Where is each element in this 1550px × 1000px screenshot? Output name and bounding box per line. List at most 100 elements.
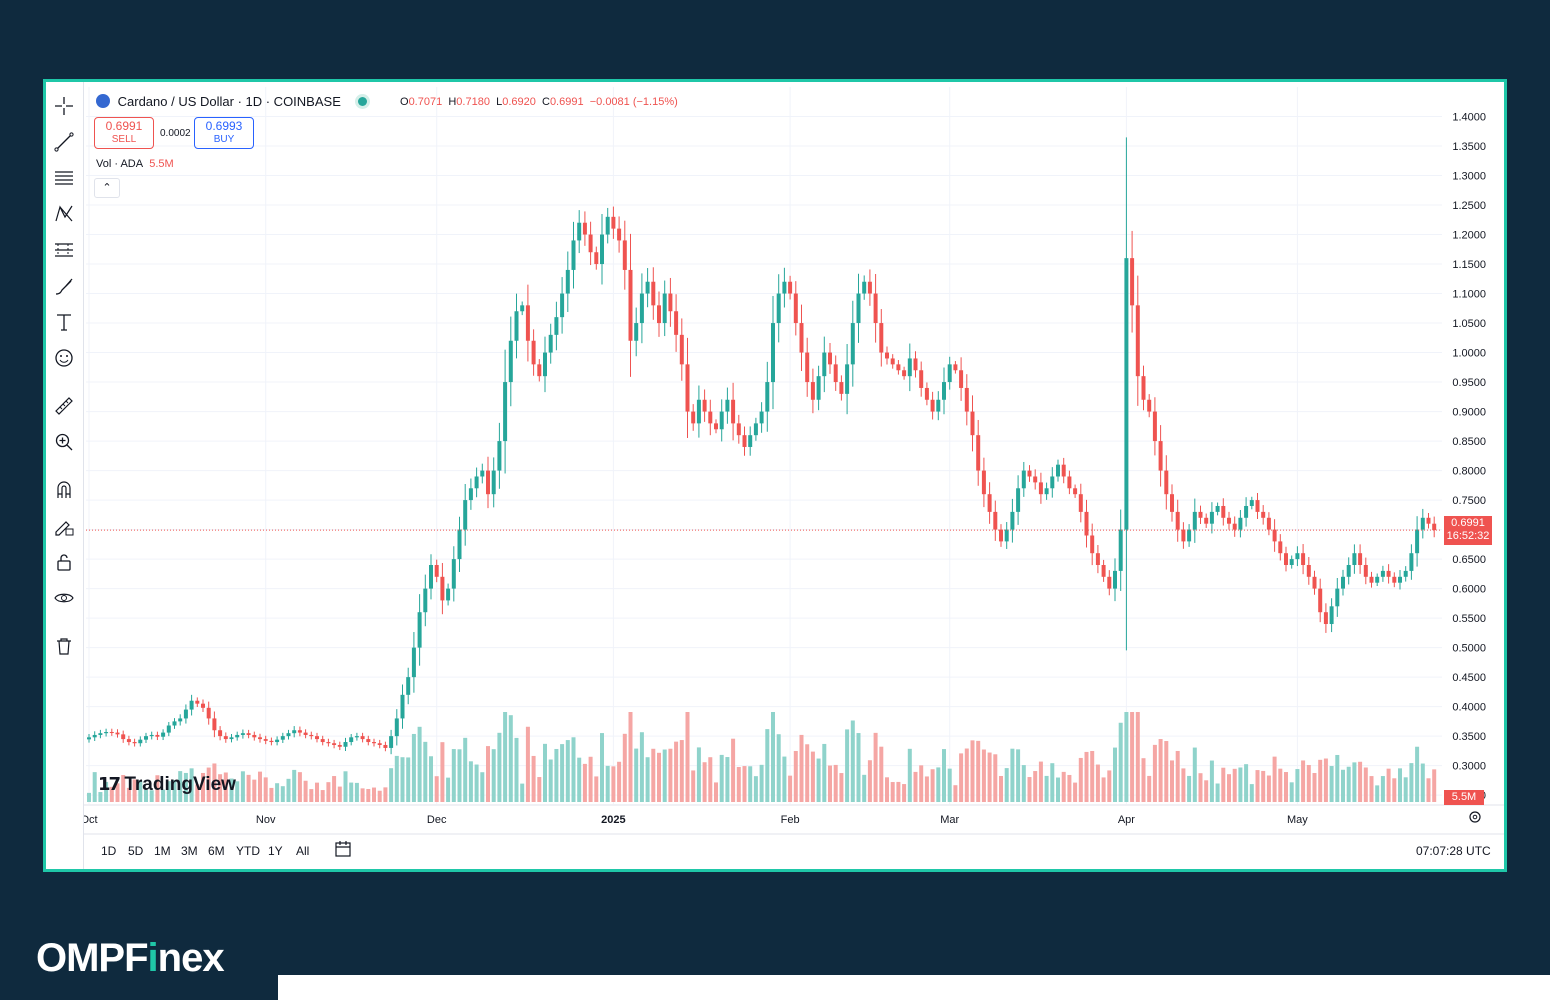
volume-bar xyxy=(1255,770,1260,802)
candle-body xyxy=(639,293,644,324)
candle-body xyxy=(1033,476,1038,483)
emoji-icon[interactable] xyxy=(50,344,78,372)
brush-icon[interactable] xyxy=(50,272,78,300)
volume-bar xyxy=(1101,777,1106,802)
volume-bar xyxy=(195,784,200,802)
timeframe-5d[interactable]: 5D xyxy=(128,844,144,858)
volume-bar xyxy=(639,732,644,802)
volume-bar xyxy=(936,767,941,802)
zoom-in-icon[interactable] xyxy=(50,428,78,456)
candle-body xyxy=(748,435,753,447)
volume-bar xyxy=(799,734,804,802)
eye-icon[interactable] xyxy=(50,584,78,612)
volume-bar xyxy=(1375,785,1380,802)
sell-button[interactable]: 0.6991 SELL xyxy=(94,117,154,149)
candle-body xyxy=(451,559,456,589)
candle-body xyxy=(1198,511,1203,518)
candle-body xyxy=(1016,488,1021,512)
volume-bar xyxy=(1209,760,1214,802)
candle-body xyxy=(862,281,867,294)
candle-body xyxy=(816,376,821,400)
volume-bar xyxy=(839,773,844,802)
candle-body xyxy=(206,707,211,719)
candle-body xyxy=(788,281,793,294)
candle-body xyxy=(822,352,827,377)
volume-bar xyxy=(206,767,211,802)
trend-line-icon[interactable] xyxy=(50,128,78,156)
volume-bar xyxy=(1113,747,1117,802)
symbol-header[interactable]: Cardano / US Dollar · 1D · COINBASE xyxy=(96,94,368,109)
volume-bar xyxy=(520,783,525,802)
y-tick-label: 1.4000 xyxy=(1452,112,1486,124)
text-icon[interactable] xyxy=(50,308,78,336)
candle-body xyxy=(1295,553,1300,560)
volume-bar xyxy=(1187,775,1192,802)
date-range-icon[interactable] xyxy=(333,839,353,859)
candle-body xyxy=(463,500,468,530)
y-tick-label: 0.3000 xyxy=(1452,761,1486,773)
volume-bar xyxy=(657,752,661,802)
volume-bar xyxy=(326,782,331,802)
volume-bar xyxy=(1090,750,1095,802)
volume-bar xyxy=(172,779,177,802)
lock-icon[interactable] xyxy=(50,548,78,576)
candle-body xyxy=(959,370,964,388)
candle-body xyxy=(503,382,508,442)
timeframe-1m[interactable]: 1M xyxy=(154,844,171,858)
fib-icon[interactable] xyxy=(50,164,78,192)
candle-body xyxy=(98,733,103,735)
volume-bar xyxy=(1284,772,1288,802)
candle-body xyxy=(1078,494,1083,512)
price-chart[interactable]: 1.4000 1.3500 1.3000 1.2500 1.2000 1.1500 1.10… xyxy=(46,82,1504,869)
volume-bar xyxy=(1335,754,1340,802)
timeframe-1d[interactable]: 1D xyxy=(101,844,117,858)
volume-bar xyxy=(554,748,559,802)
volume-bar xyxy=(457,749,462,802)
candle-body xyxy=(531,340,536,365)
lock-draw-icon[interactable] xyxy=(50,512,78,540)
volume-bar xyxy=(999,775,1003,802)
volume-bar xyxy=(258,771,262,802)
candle-body xyxy=(537,364,542,377)
magnet-icon[interactable] xyxy=(50,476,78,504)
timeframe-all[interactable]: All xyxy=(296,844,310,858)
utc-clock[interactable]: 07:07:28 UTC xyxy=(1416,844,1491,858)
x-tick-label: 2025 xyxy=(601,814,625,826)
candle-body xyxy=(708,411,713,424)
collapse-legend-button[interactable]: ⌃ xyxy=(94,178,120,198)
crosshair-icon[interactable] xyxy=(50,92,78,120)
candle-body xyxy=(582,222,587,235)
candle-body xyxy=(839,382,844,394)
timeframe-6m[interactable]: 6M xyxy=(208,844,225,858)
volume-price-tag: 5.5M xyxy=(1444,790,1484,805)
candle-body xyxy=(457,529,462,560)
trash-icon[interactable] xyxy=(50,632,78,660)
volume-bar xyxy=(377,790,382,802)
volume-bar xyxy=(1278,768,1283,802)
volume-bar xyxy=(1323,758,1328,802)
candle-body xyxy=(115,732,120,735)
volume-bar xyxy=(240,771,245,802)
ruler-icon[interactable] xyxy=(50,392,78,420)
candle-body xyxy=(1044,488,1049,495)
volume-bar xyxy=(126,787,131,802)
settings-gear-icon[interactable] xyxy=(1468,810,1482,824)
candle-body xyxy=(981,470,986,495)
pattern-icon[interactable] xyxy=(50,200,78,228)
candle-body xyxy=(423,588,428,613)
volume-bar xyxy=(902,784,907,802)
timeframe-3m[interactable]: 3M xyxy=(181,844,198,858)
projection-icon[interactable] xyxy=(50,236,78,264)
candle-body xyxy=(201,703,205,708)
candle-body xyxy=(446,588,451,601)
timeframe-1y[interactable]: 1Y xyxy=(268,844,283,858)
candle-body xyxy=(1244,505,1249,518)
y-tick-label: 0.6500 xyxy=(1452,554,1486,566)
volume-bar xyxy=(1078,757,1083,802)
y-tick-label: 1.1500 xyxy=(1452,259,1486,271)
timeframe-ytd[interactable]: YTD xyxy=(236,844,260,858)
candle-body xyxy=(964,387,969,412)
candle-body xyxy=(1255,500,1260,512)
buy-button[interactable]: 0.6993 BUY xyxy=(194,117,254,149)
candle-body xyxy=(1420,517,1425,530)
